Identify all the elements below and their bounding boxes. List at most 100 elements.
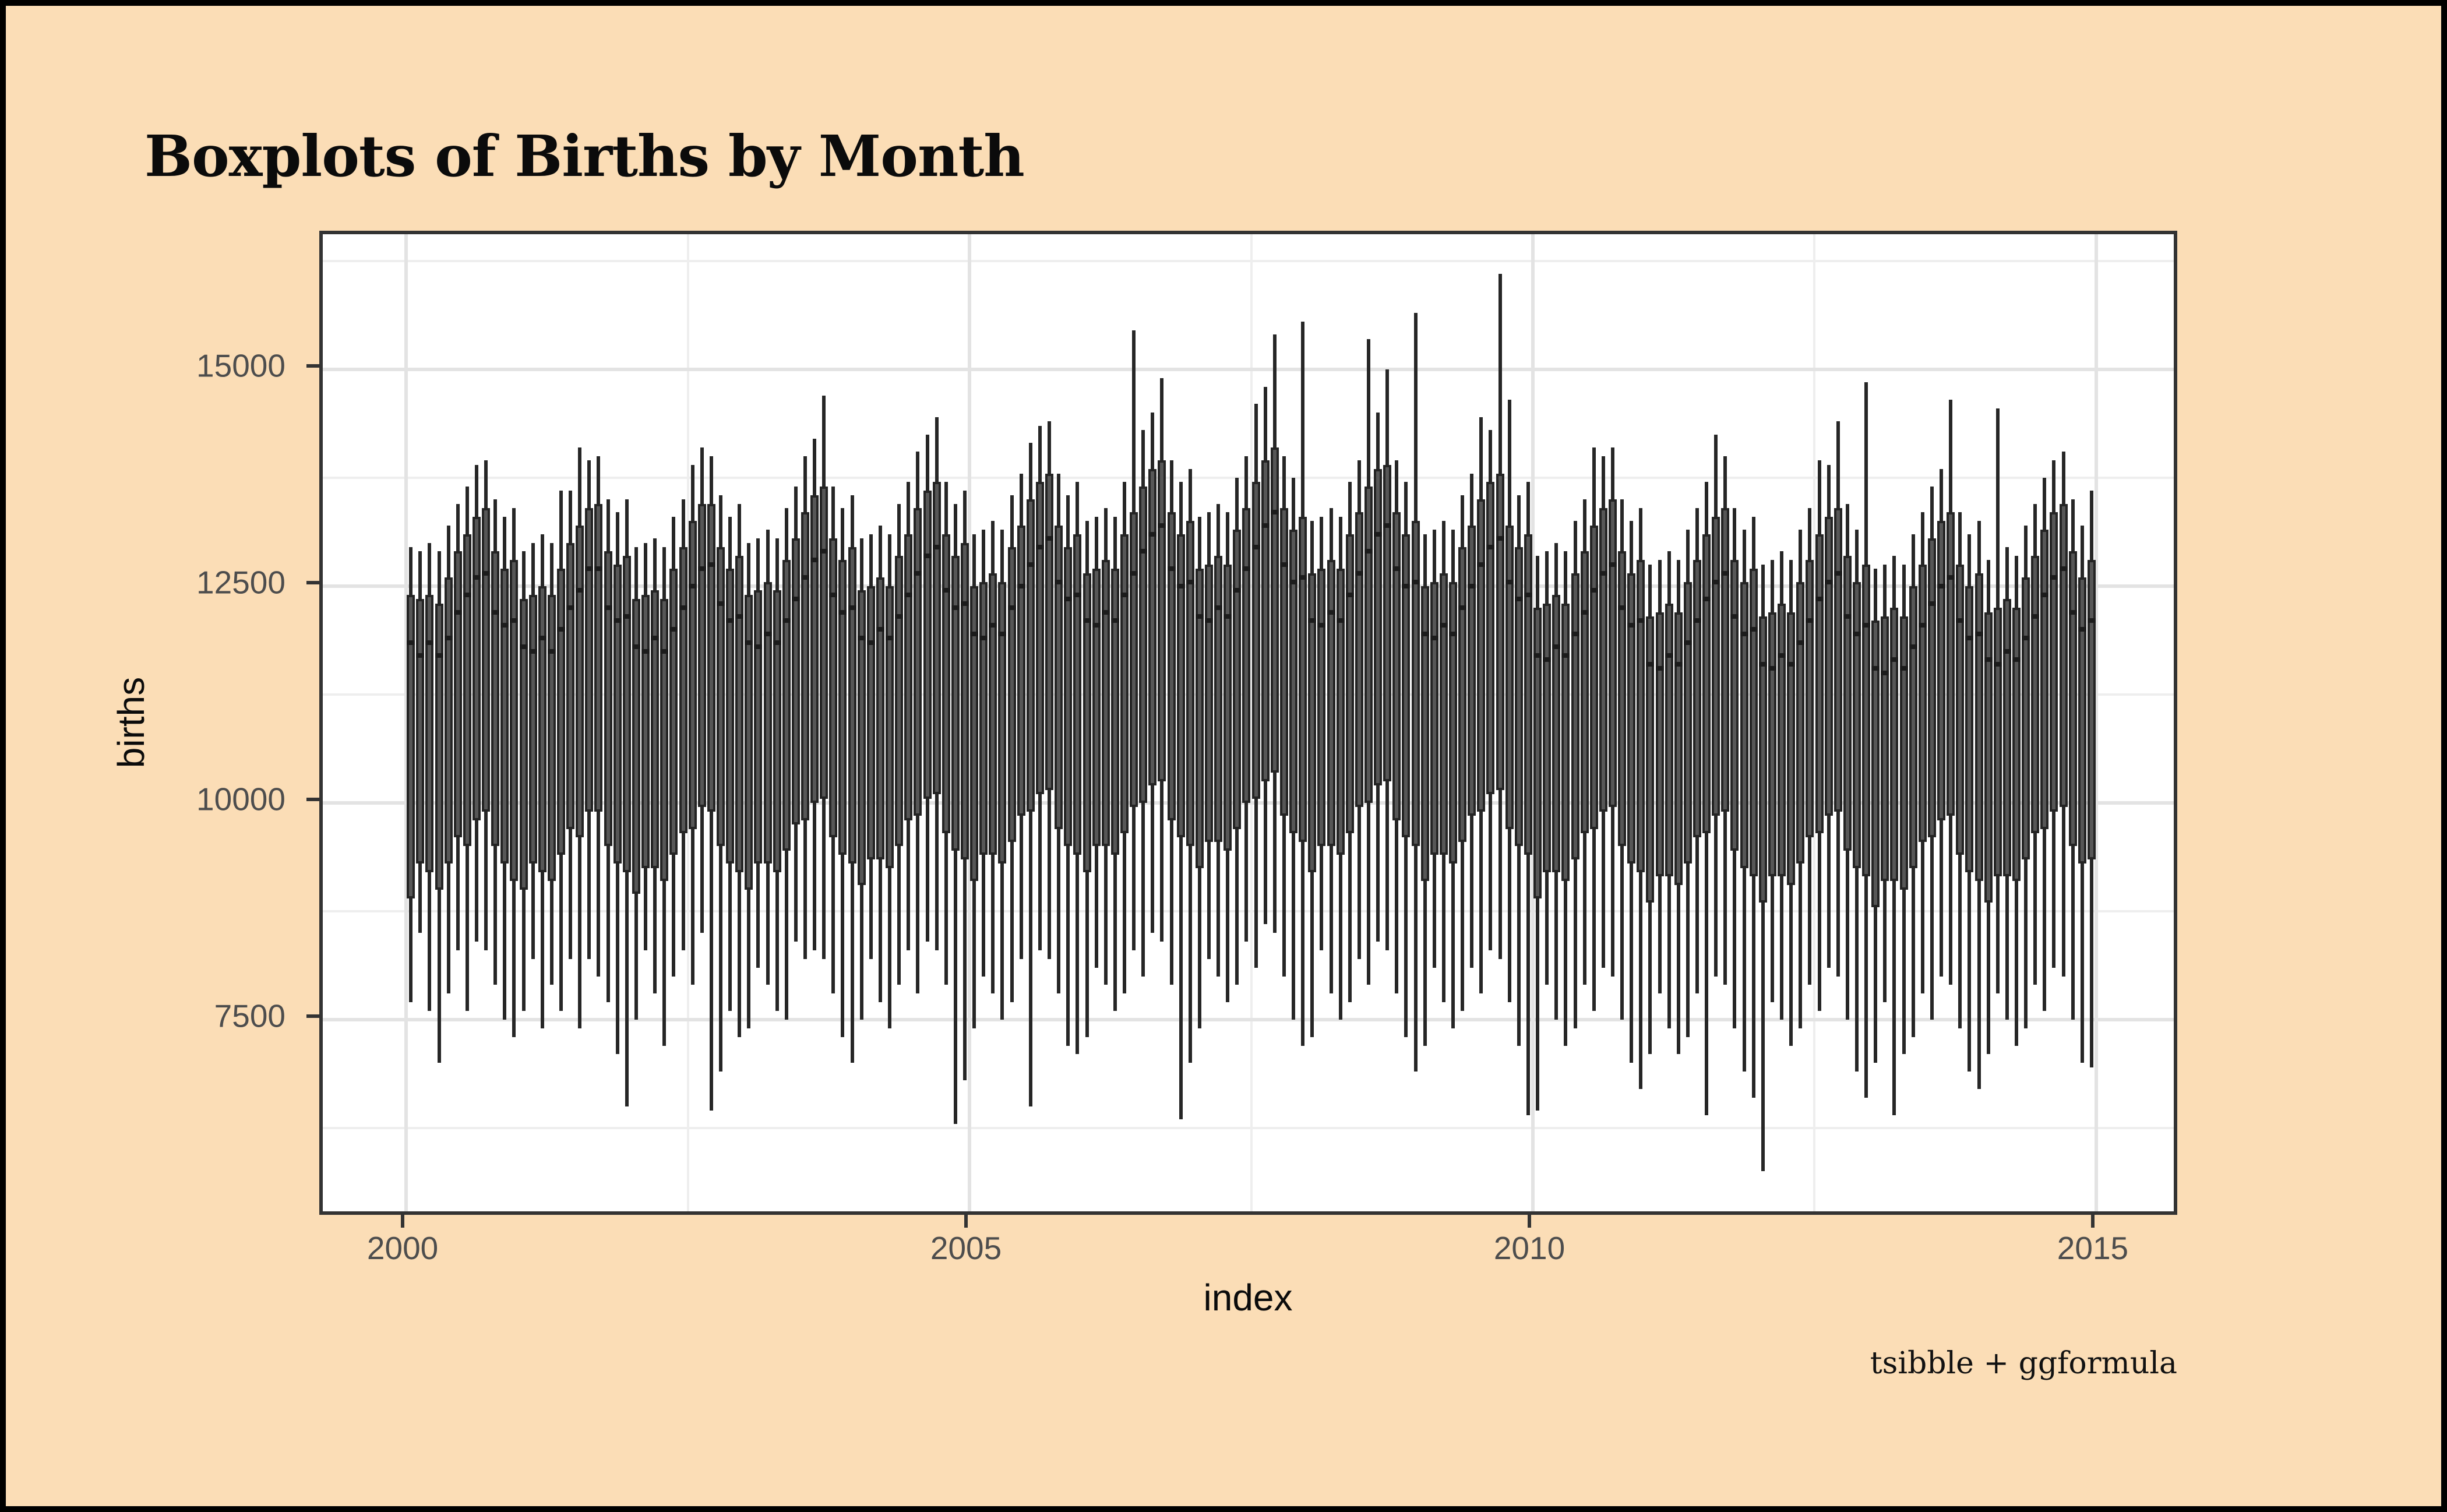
boxplot-box-2009-11 [1514,547,1523,847]
boxplot-box-2009-10 [1505,525,1514,829]
boxplot-median-2000-09 [482,570,491,576]
boxplot-median-2009-03 [1439,622,1448,628]
boxplot-median-2002-08 [697,566,706,572]
boxplot-box-2013-04 [1899,616,1908,890]
boxplot-median-2000-05 [444,636,453,641]
boxplot-median-2005-01 [970,631,979,636]
x-tick-label: 2000 [366,1230,439,1266]
boxplot-box-2007-07 [1251,482,1260,799]
boxplot-median-2007-08 [1261,523,1270,528]
boxplot-box-2005-01 [970,586,979,881]
boxplot-box-2010-04 [1561,603,1570,881]
boxplot-median-2004-01 [857,636,866,641]
boxplot-median-2014-02 [1993,661,2002,667]
boxplot-median-2010-09 [1608,562,1617,567]
boxplot-median-2003-09 [820,549,828,554]
boxplot-median-2000-04 [435,653,443,658]
boxplot-box-2004-01 [857,590,866,886]
boxplot-box-2001-02 [528,594,537,864]
boxplot-median-2002-05 [669,627,678,632]
boxplot-median-2003-05 [782,618,791,623]
boxplot-median-2013-06 [1918,622,1927,628]
gridline-major-y [323,1017,2174,1021]
boxplot-box-2012-10 [1843,555,1852,851]
boxplot-median-2013-04 [1899,666,1908,671]
x-tick-label: 2010 [1493,1230,1565,1266]
boxplot-box-2002-11 [726,569,735,864]
boxplot-median-2011-09 [1721,570,1730,576]
boxplot-median-2011-12 [1749,627,1758,632]
boxplot-median-2005-04 [998,631,1007,636]
boxplot-box-2002-01 [632,599,640,894]
boxplot-box-2013-06 [1918,564,1927,842]
boxplot-box-2002-12 [735,555,744,872]
boxplot-box-2001-04 [547,594,556,881]
boxplot-median-2001-08 [585,566,594,572]
boxplot-median-2011-10 [1730,614,1739,619]
boxplot-box-2000-06 [453,551,462,838]
boxplot-box-2000-10 [491,551,500,847]
boxplot-median-2009-01 [1420,631,1429,636]
boxplot-box-2011-08 [1712,516,1720,816]
boxplot-box-2011-09 [1721,508,1730,812]
boxplot-box-2012-01 [1758,616,1767,903]
boxplot-median-2007-05 [1233,588,1242,593]
boxplot-median-2005-09 [1045,536,1054,541]
boxplot-median-2007-11 [1289,579,1298,584]
boxplot-median-2003-07 [801,575,810,580]
boxplot-box-2001-01 [519,599,528,890]
boxplot-median-2010-10 [1618,605,1627,611]
boxplot-box-2009-01 [1420,586,1429,881]
boxplot-median-2013-08 [1937,583,1946,588]
y-axis-title: births [110,676,152,769]
boxplot-box-2012-12 [1862,564,1871,877]
boxplot-box-2003-11 [838,560,847,855]
boxplot-box-2002-07 [688,521,697,829]
boxplot-box-2014-07 [2040,530,2049,829]
boxplot-box-2013-05 [1909,586,1917,868]
boxplot-median-2012-07 [1815,597,1824,602]
boxplot-box-2002-08 [697,503,706,808]
boxplot-median-2012-11 [1853,631,1861,636]
boxplot-box-2004-02 [866,586,875,859]
boxplot-median-2001-10 [604,605,612,611]
boxplot-box-2003-12 [848,547,856,864]
x-tick-label: 2005 [930,1230,1002,1266]
boxplot-box-2005-04 [998,581,1007,864]
boxplot-median-2012-08 [1824,579,1833,584]
boxplot-box-2008-12 [1411,521,1420,847]
boxplot-median-2001-09 [594,566,603,572]
boxplot-box-2012-08 [1824,516,1833,816]
gridline-major-x [1531,234,1535,1211]
boxplot-median-2008-10 [1392,566,1401,572]
boxplot-median-2004-07 [914,570,922,576]
x-axis-title: index [1203,1277,1293,1319]
boxplot-median-2009-06 [1468,583,1476,588]
boxplot-median-2006-05 [1120,592,1129,597]
y-tick-label: 15000 [196,347,285,384]
boxplot-median-2008-08 [1374,531,1383,537]
boxplot-median-2011-11 [1740,631,1748,636]
boxplot-box-2000-12 [510,560,519,881]
boxplot-box-2006-01 [1083,573,1091,872]
boxplot-box-2008-04 [1336,569,1345,855]
gridline-major-y [323,801,2174,805]
boxplot-box-2013-02 [1881,616,1889,881]
boxplot-median-2011-07 [1702,597,1711,602]
boxplot-box-2010-08 [1599,508,1607,812]
chart-title: Boxplots of Births by Month [144,123,1025,189]
boxplot-box-2013-12 [1974,573,1983,881]
boxplot-box-2007-09 [1270,447,1279,773]
boxplot-median-2004-06 [904,592,913,597]
boxplot-median-2006-08 [1148,531,1157,537]
boxplot-median-2003-11 [838,609,847,615]
boxplot-box-2013-03 [1890,608,1899,881]
boxplot-box-2000-03 [425,594,434,872]
boxplot-box-2010-10 [1618,551,1627,847]
boxplot-box-2014-02 [1993,608,2002,877]
boxplot-box-2011-03 [1665,603,1673,877]
boxplot-box-2013-10 [1956,564,1965,855]
boxplot-box-2005-09 [1045,473,1054,790]
boxplot-median-2003-02 [754,644,763,650]
boxplot-median-2012-05 [1796,640,1805,645]
